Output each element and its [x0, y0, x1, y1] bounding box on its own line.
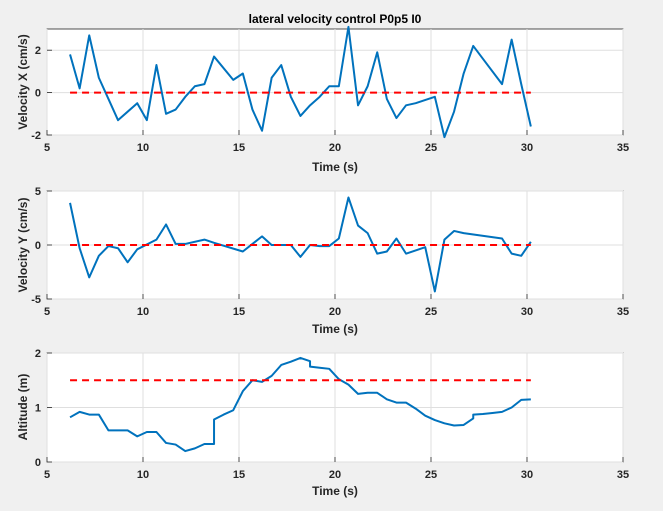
x-tick-label: 15 — [233, 306, 245, 318]
series-layer — [69, 196, 532, 293]
x-tick-label: 35 — [617, 469, 629, 481]
x-tick-label: 10 — [137, 142, 149, 154]
x-axis-label: Time (s) — [312, 484, 358, 498]
x-tick-label: 5 — [44, 469, 50, 481]
x-tick-label: 30 — [521, 469, 533, 481]
data-series-line — [69, 25, 532, 139]
x-tick-label: 25 — [425, 469, 437, 481]
y-axis-label: Velocity Y (cm/s) — [16, 198, 30, 293]
x-tick-label: 30 — [521, 142, 533, 154]
y-tick-label: 1 — [35, 403, 41, 415]
x-tick-label: 25 — [425, 142, 437, 154]
x-tick-label: 15 — [233, 142, 245, 154]
y-tick-label: 2 — [35, 348, 41, 360]
data-series-line — [69, 196, 532, 293]
x-tick-label: 10 — [137, 306, 149, 318]
x-tick-label: 35 — [617, 142, 629, 154]
y-axis-label: Velocity X (cm/s) — [16, 34, 30, 129]
subplot-velocity-x: 5 10 15 20 25 30 35 -2 0 2 lateral velocity contr… — [16, 12, 629, 174]
y-axis-label: Altitude (m) — [16, 374, 30, 441]
y-tick-label: 2 — [35, 45, 41, 57]
x-tick-label: 20 — [329, 469, 341, 481]
y-tick-label: -2 — [31, 130, 41, 142]
x-tick-label: 10 — [137, 469, 149, 481]
chart-title: lateral velocity control P0p5 I0 — [249, 12, 422, 26]
y-tick-label: -5 — [31, 294, 41, 306]
x-tick-label: 30 — [521, 306, 533, 318]
x-tick-label: 20 — [329, 306, 341, 318]
x-tick-label: 20 — [329, 142, 341, 154]
x-axis-label: Time (s) — [312, 322, 358, 336]
y-tick-label: 0 — [35, 88, 41, 100]
subplot-altitude: 5 10 15 20 25 30 35 0 1 2 Time (s) Altitude (m) — [16, 348, 629, 498]
y-tick-label: 0 — [35, 457, 41, 469]
y-tick-label: 0 — [35, 240, 41, 252]
y-tick-label: 5 — [35, 186, 41, 198]
ticks: 5 10 15 20 25 30 35 -5 0 5 — [31, 186, 629, 318]
series-layer — [69, 25, 532, 139]
series-layer — [69, 356, 531, 453]
x-tick-label: 5 — [44, 142, 50, 154]
data-series-line — [69, 356, 531, 453]
x-tick-label: 5 — [44, 306, 50, 318]
ticks: 5 10 15 20 25 30 35 -2 0 2 — [31, 45, 629, 154]
x-axis-label: Time (s) — [312, 160, 358, 174]
ticks: 5 10 15 20 25 30 35 0 1 2 — [35, 348, 629, 481]
x-tick-label: 35 — [617, 306, 629, 318]
subplot-velocity-y: 5 10 15 20 25 30 35 -5 0 5 Time (s) Velocity Y (c… — [16, 186, 629, 336]
x-tick-label: 25 — [425, 306, 437, 318]
x-tick-label: 15 — [233, 469, 245, 481]
